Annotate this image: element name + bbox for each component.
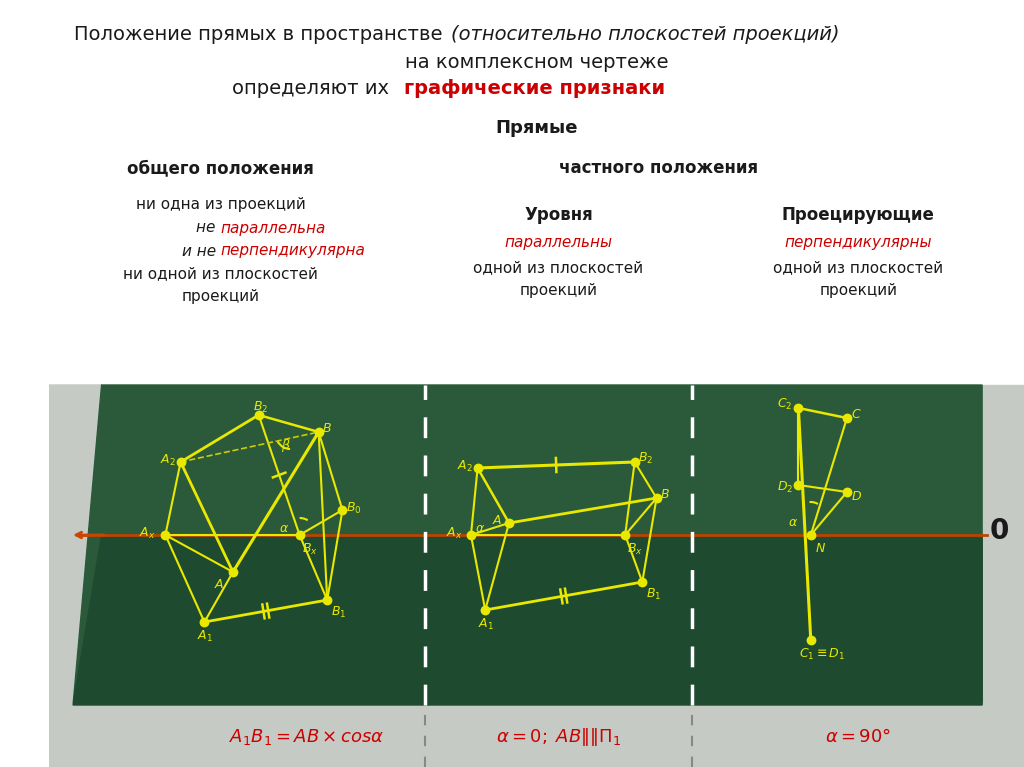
Text: $B$: $B$ — [323, 422, 332, 434]
Text: $A_x$: $A_x$ — [138, 525, 156, 541]
Text: $\alpha$: $\alpha$ — [475, 522, 484, 535]
Text: $A_x$: $A_x$ — [446, 525, 463, 541]
Point — [225, 566, 242, 578]
Text: $B_1$: $B_1$ — [646, 587, 662, 601]
Text: перпендикулярна: перпендикулярна — [220, 243, 366, 258]
Text: на комплексном чертеже: на комплексном чертеже — [404, 52, 669, 71]
Point — [617, 529, 634, 542]
Point — [172, 456, 188, 468]
Text: $C$: $C$ — [851, 407, 861, 420]
Text: определяют их: определяют их — [232, 78, 401, 97]
Polygon shape — [982, 385, 1024, 705]
Polygon shape — [73, 385, 982, 705]
Text: Положение прямых в пространстве: Положение прямых в пространстве — [75, 25, 450, 44]
Text: проекций: проекций — [819, 284, 897, 298]
Point — [197, 616, 213, 628]
Point — [319, 594, 336, 606]
Text: частного положения: частного положения — [559, 159, 758, 177]
Text: $\alpha = 90°$: $\alpha = 90°$ — [825, 728, 892, 746]
Text: 0: 0 — [990, 517, 1009, 545]
Text: не: не — [197, 220, 220, 235]
Point — [839, 412, 855, 424]
Text: $B_x$: $B_x$ — [301, 542, 317, 557]
Text: $B_1$: $B_1$ — [331, 604, 346, 620]
Text: $B_2$: $B_2$ — [253, 400, 268, 414]
Point — [292, 529, 308, 542]
Point — [803, 529, 819, 542]
Text: $A_1B_1 = AB \times cos\alpha$: $A_1B_1 = AB \times cos\alpha$ — [228, 727, 384, 747]
Polygon shape — [49, 385, 101, 705]
Text: одной из плоскостей: одной из плоскостей — [473, 261, 643, 275]
Text: $A_1$: $A_1$ — [197, 628, 213, 644]
Text: $A_2$: $A_2$ — [457, 459, 472, 473]
Bar — [49, 703, 1024, 767]
Text: перпендикулярны: перпендикулярны — [784, 235, 932, 249]
Point — [463, 529, 479, 542]
Bar — [49, 0, 1024, 385]
Text: $B_0$: $B_0$ — [346, 500, 361, 515]
Text: $N$: $N$ — [814, 542, 825, 555]
Text: $C_2$: $C_2$ — [777, 397, 793, 412]
Text: $B$: $B$ — [660, 488, 670, 501]
Text: ни одной из плоскостей: ни одной из плоскостей — [123, 266, 318, 281]
Text: $\alpha = 0;\; AB\|\|\Pi_1$: $\alpha = 0;\; AB\|\|\Pi_1$ — [496, 726, 622, 748]
Point — [158, 529, 174, 542]
Point — [634, 576, 650, 588]
Text: Прямые: Прямые — [496, 119, 578, 137]
Point — [310, 426, 327, 438]
Point — [627, 456, 643, 468]
Text: $A$: $A$ — [214, 578, 224, 591]
Text: параллельна: параллельна — [220, 220, 326, 235]
Text: $A_1$: $A_1$ — [477, 617, 494, 631]
Text: Уровня: Уровня — [524, 206, 593, 224]
Text: $C_1{\equiv}D_1$: $C_1{\equiv}D_1$ — [800, 647, 846, 662]
Text: $B_x$: $B_x$ — [627, 542, 643, 557]
Text: (относительно плоскостей проекций): (относительно плоскостей проекций) — [451, 25, 840, 44]
Text: $A_2$: $A_2$ — [160, 453, 175, 468]
Point — [803, 634, 819, 646]
Text: проекций: проекций — [519, 284, 598, 298]
Point — [791, 479, 807, 491]
Text: одной из плоскостей: одной из плоскостей — [773, 261, 943, 275]
Text: параллельны: параллельны — [505, 235, 612, 249]
Text: $A$: $A$ — [492, 515, 502, 528]
Text: $\alpha$: $\alpha$ — [787, 516, 798, 529]
Text: $D$: $D$ — [851, 489, 862, 502]
Text: общего положения: общего положения — [127, 159, 314, 177]
Text: $D_2$: $D_2$ — [777, 479, 794, 495]
Text: и не: и не — [181, 243, 220, 258]
Polygon shape — [73, 535, 982, 705]
Point — [839, 486, 855, 498]
Point — [469, 462, 485, 474]
Text: $\alpha$: $\alpha$ — [279, 522, 289, 535]
Point — [251, 409, 267, 421]
Text: проекций: проекций — [181, 289, 260, 304]
Text: $\beta$: $\beta$ — [281, 437, 290, 455]
Point — [334, 504, 350, 516]
Text: ни одна из проекций: ни одна из проекций — [136, 197, 305, 212]
Point — [791, 402, 807, 414]
Point — [477, 604, 494, 616]
Text: Проецирующие: Проецирующие — [782, 206, 935, 224]
Point — [648, 492, 665, 504]
Text: графические признаки: графические признаки — [404, 78, 666, 97]
Point — [501, 517, 517, 529]
Text: $B_2$: $B_2$ — [639, 450, 653, 466]
